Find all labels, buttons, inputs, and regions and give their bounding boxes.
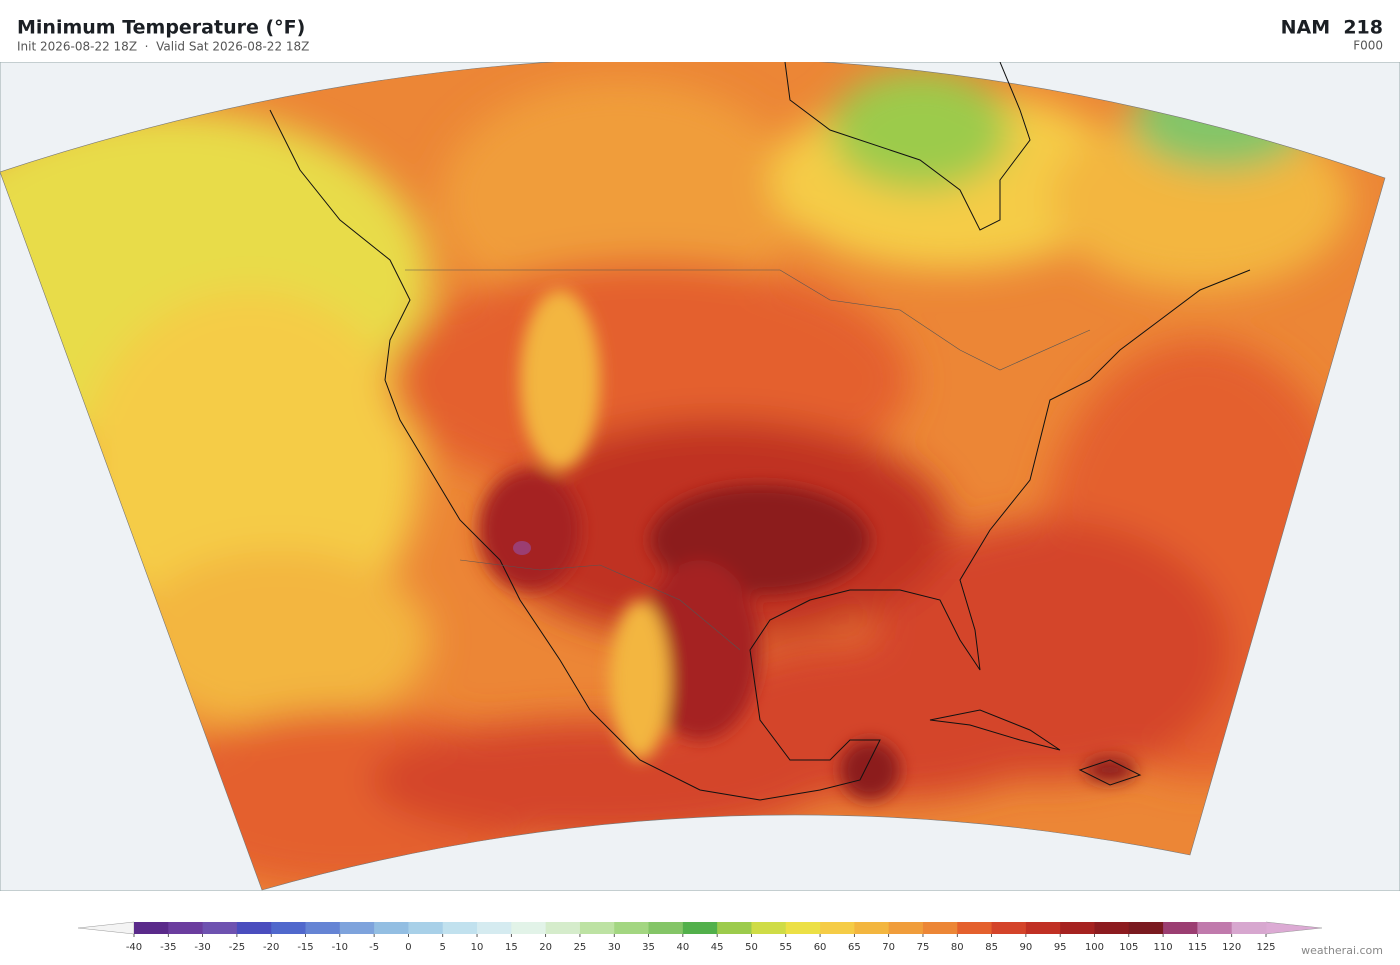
colorbar-tick-label: 90 — [1020, 942, 1033, 953]
colorbar-segment — [682, 922, 718, 934]
colorbar-segment — [820, 922, 855, 934]
colorbar-tick-label: 125 — [1256, 942, 1275, 953]
colorbar-tick-label: 115 — [1188, 942, 1207, 953]
colorbar-tick-label: 75 — [917, 942, 930, 953]
colorbar-segment — [1060, 922, 1095, 934]
colorbar-segment — [751, 922, 787, 934]
colorbar-tick-label: 65 — [848, 942, 861, 953]
colorbar-segment — [1163, 922, 1198, 934]
colorbar-segment — [1025, 922, 1061, 934]
colorbar-segment — [1128, 922, 1164, 934]
colorbar-tick-label: 85 — [985, 942, 998, 953]
colorbar-segment — [648, 922, 684, 934]
colorbar-tick-label: 70 — [882, 942, 895, 953]
colorbar-segment — [477, 922, 512, 934]
map — [0, 62, 1400, 891]
colorbar-tick-label: 120 — [1222, 942, 1241, 953]
colorbar-segment — [134, 922, 169, 934]
colorbar-tick-label: 5 — [440, 942, 446, 953]
colorbar-over — [1265, 921, 1323, 935]
colorbar-segment — [785, 922, 821, 934]
colorbar-segment — [922, 922, 958, 934]
colorbar-tick-label: 50 — [745, 942, 758, 953]
colorbar-segment — [374, 922, 409, 934]
colorbar-tick-label: 55 — [779, 942, 792, 953]
colorbar-tick-label: -15 — [297, 942, 313, 953]
colorbar-segment — [717, 922, 752, 934]
colorbar-segment — [991, 922, 1027, 934]
coastlines — [269, 62, 1251, 801]
forecast-hour: F000 — [1353, 39, 1383, 53]
colorbar-tick-label: 10 — [471, 942, 484, 953]
colorbar-segment — [168, 922, 204, 934]
colorbar-segment — [579, 922, 615, 934]
hot-spot — [513, 541, 531, 555]
colorbar-tick-label: -35 — [160, 942, 176, 953]
colorbar-segment — [1231, 922, 1267, 934]
colorbar-segment — [511, 922, 547, 934]
colorbar-segment — [305, 922, 341, 934]
colorbar-segment — [854, 922, 890, 934]
colorbar-tick-label: 105 — [1119, 942, 1138, 953]
colorbar-segment — [339, 922, 375, 934]
colorbar-segment — [614, 922, 650, 934]
colorbar-tick-label: -40 — [126, 942, 142, 953]
colorbar-tick-label: 80 — [951, 942, 964, 953]
colorbar: -40 -35 -30 -25 -20 -15 -10 -5 0 5 10 15 20 25 30 35 40 4… — [77, 921, 1323, 953]
run-info: Init 2026-08-22 18Z · Valid Sat 2026-08-… — [17, 40, 309, 54]
colorbar-tick-label: 60 — [814, 942, 827, 953]
map-title: Minimum Temperature (°F) — [17, 17, 305, 39]
colorbar-segment — [202, 922, 238, 934]
colorbar-tick-label: 100 — [1085, 942, 1104, 953]
colorbar-tick-label: 20 — [539, 942, 552, 953]
colorbar-tick-label: 15 — [505, 942, 518, 953]
colorbar-tick-label: 95 — [1054, 942, 1067, 953]
colorbar-tick-label: -5 — [369, 942, 379, 953]
credit: weatherai.com — [1301, 944, 1383, 957]
colorbar-tick-label: -30 — [194, 942, 210, 953]
colorbar-segment — [442, 922, 478, 934]
colorbar-tick-label: 25 — [574, 942, 587, 953]
colorbar-segment — [271, 922, 307, 934]
colorbar-segment — [888, 922, 924, 934]
colorbar-segment — [1094, 922, 1130, 934]
colorbar-tick-label: -10 — [332, 942, 348, 953]
colorbar-tick-label: 0 — [405, 942, 411, 953]
colorbar-tick-label: -20 — [263, 942, 279, 953]
colorbar-under — [77, 921, 135, 935]
colorbar-tick-label: 45 — [711, 942, 724, 953]
temperature-field — [0, 62, 1385, 891]
colorbar-segment — [545, 922, 581, 934]
colorbar-segment — [408, 922, 444, 934]
colorbar-tick-label: 35 — [642, 942, 655, 953]
model-name: NAM 218 — [1281, 17, 1383, 39]
borders — [405, 269, 1091, 651]
colorbar-segment — [236, 922, 272, 934]
colorbar-segment — [957, 922, 993, 934]
colorbar-tick-label: 110 — [1154, 942, 1173, 953]
colorbar-segment — [1197, 922, 1233, 934]
colorbar-tick-label: 40 — [676, 942, 689, 953]
colorbar-tick-label: -25 — [229, 942, 245, 953]
colorbar-tick-label: 30 — [608, 942, 621, 953]
